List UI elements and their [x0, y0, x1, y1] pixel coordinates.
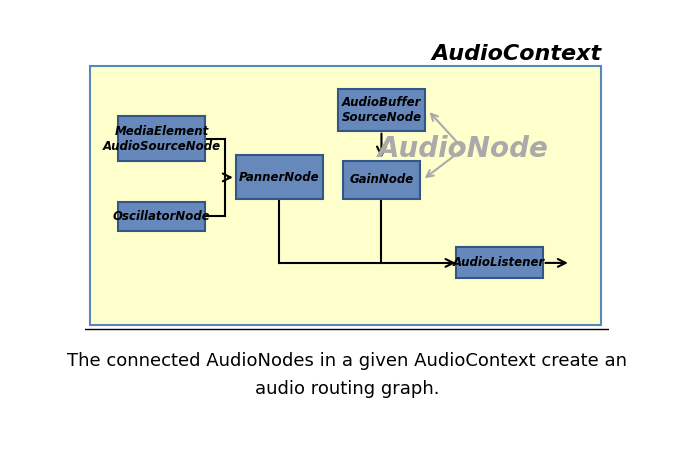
Text: The connected AudioNodes in a given AudioContext create an
audio routing graph.: The connected AudioNodes in a given Audi… — [67, 352, 627, 398]
FancyBboxPatch shape — [338, 89, 425, 131]
FancyBboxPatch shape — [456, 248, 542, 278]
Text: AudioContext: AudioContext — [431, 44, 601, 64]
FancyBboxPatch shape — [343, 160, 420, 200]
Text: OscillatorNode: OscillatorNode — [112, 210, 211, 223]
FancyBboxPatch shape — [90, 66, 601, 325]
Text: AudioListener: AudioListener — [453, 256, 545, 269]
FancyBboxPatch shape — [236, 155, 323, 200]
Text: GainNode: GainNode — [349, 173, 414, 187]
Text: PannerNode: PannerNode — [239, 171, 320, 184]
Text: MediaElement
AudioSourceNode: MediaElement AudioSourceNode — [102, 124, 221, 153]
Text: AudioNode: AudioNode — [378, 135, 549, 163]
FancyBboxPatch shape — [118, 202, 205, 230]
Text: AudioBuffer
SourceNode: AudioBuffer SourceNode — [341, 96, 422, 124]
FancyBboxPatch shape — [118, 117, 205, 160]
